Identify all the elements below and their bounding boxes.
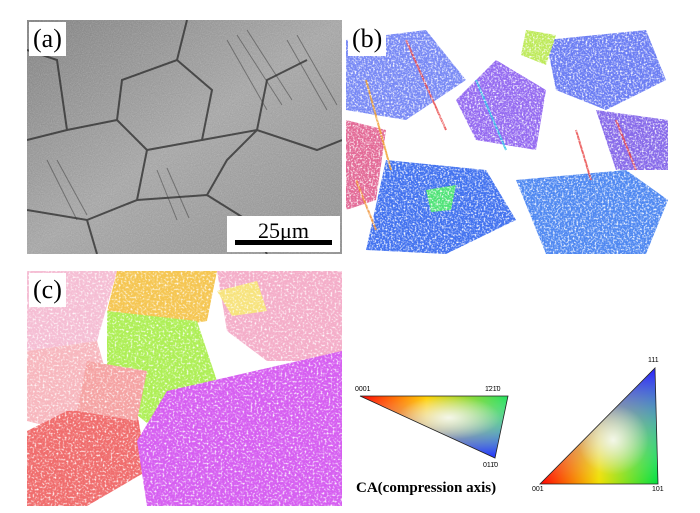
- ipf-cubic-key: [539, 367, 659, 485]
- ipf-hcp-corner-1210: 1̄21̄0: [485, 386, 501, 393]
- ipf-hcp-corner-0001: 0001: [355, 386, 371, 393]
- panel-b-ebsd-map: (b): [346, 20, 668, 254]
- panel-a-micrograph: (a) 25μm: [27, 20, 342, 254]
- scale-bar-line: [235, 240, 332, 245]
- panel-b-label: (b): [348, 22, 387, 56]
- ipf-hcp-key: [359, 395, 509, 459]
- ipf-cubic-corner-101: 101: [652, 486, 664, 493]
- panel-c-ebsd-map: (c): [27, 271, 342, 506]
- ipf-hcp-corner-0110: 011̄0: [483, 462, 499, 469]
- ipf-cubic-corner-001: 001: [532, 486, 544, 493]
- panel-c-label: (c): [29, 273, 66, 307]
- panel-a-label: (a): [29, 22, 66, 56]
- scale-bar-label: 25μm: [258, 218, 309, 243]
- scale-bar: 25μm: [227, 216, 340, 252]
- legend-caption: CA(compression axis): [356, 480, 497, 496]
- micrograph-image: [27, 20, 342, 254]
- ipf-triangle-hcp: 0001 1̄21̄0 011̄0: [355, 366, 515, 478]
- ipf-cubic-corner-111: 111: [648, 357, 659, 364]
- ebsd-map-c: [27, 271, 342, 506]
- ipf-triangle-cubic: 111 001 101: [530, 356, 670, 496]
- ebsd-map-b: [346, 20, 668, 254]
